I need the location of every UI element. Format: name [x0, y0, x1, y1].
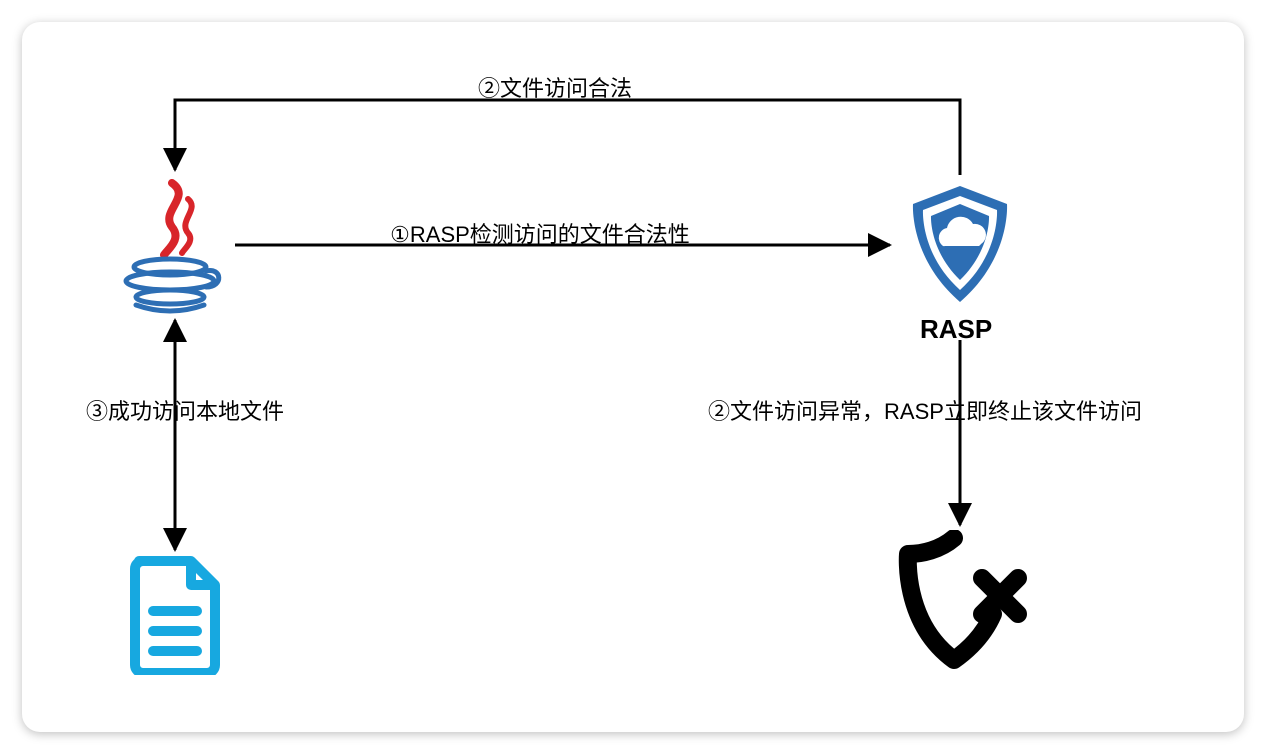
diagram-canvas: RASP ①RASP检测访问的文件合法性 ②文件访问合法 ③成功访问本地文件 ②… — [0, 0, 1266, 754]
edge-label-success: ③成功访问本地文件 — [86, 394, 284, 426]
java-icon — [120, 175, 230, 315]
edge-label-check: ①RASP检测访问的文件合法性 — [390, 217, 690, 249]
rasp-shield-icon — [895, 180, 1025, 310]
edge-label-legal: ②文件访问合法 — [478, 71, 632, 103]
blocked-shield-icon — [890, 530, 1030, 670]
edge-label-abnormal: ②文件访问异常，RASP立即终止该文件访问 — [708, 394, 1142, 426]
file-icon — [125, 555, 225, 675]
rasp-label: RASP — [920, 314, 992, 345]
